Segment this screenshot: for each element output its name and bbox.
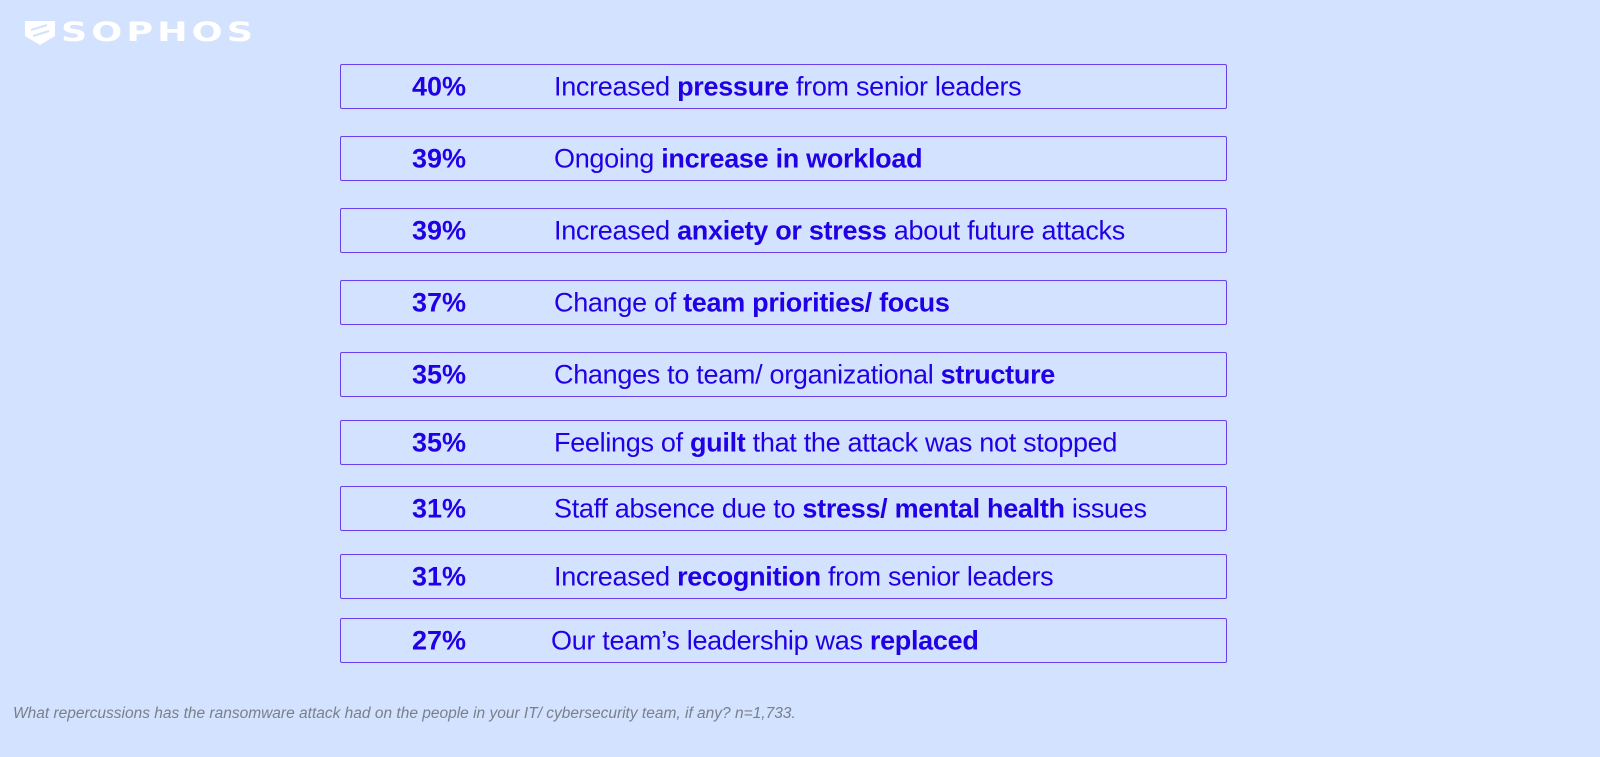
stat-label: Our team’s leadership was replaced <box>551 625 979 656</box>
stat-percent: 27% <box>411 625 467 655</box>
label-emphasis: stress/ mental health <box>802 493 1065 523</box>
stat-percent: 37% <box>411 287 467 317</box>
label-text: Feelings of <box>554 427 690 457</box>
label-text: Increased <box>554 215 678 245</box>
label-emphasis: recognition <box>677 561 821 591</box>
footnote: What repercussions has the ransomware at… <box>13 705 796 722</box>
label-emphasis: increase in workload <box>661 143 923 173</box>
stat-percent: 31% <box>411 561 467 591</box>
stat-percent: 39% <box>411 215 467 245</box>
stat-label: Changes to team/ organizational structur… <box>554 359 1055 390</box>
label-text: Increased <box>554 561 678 591</box>
label-emphasis: guilt <box>689 427 746 457</box>
stat-label: Increased anxiety or stress about future… <box>554 215 1125 246</box>
stat-percent: 35% <box>411 359 467 389</box>
label-text: about future attacks <box>886 215 1125 245</box>
stat-row: 27% Our team’s leadership was replaced <box>340 618 1227 663</box>
label-text: Staff absence due to <box>554 493 803 523</box>
stat-label: Increased pressure from senior leaders <box>554 71 1022 102</box>
stat-percent: 31% <box>411 493 467 523</box>
stat-label: Increased recognition from senior leader… <box>554 561 1054 592</box>
stat-row: 35% Changes to team/ organizational stru… <box>340 352 1227 397</box>
label-emphasis: team priorities/ focus <box>683 287 950 317</box>
stat-label: Ongoing increase in workload <box>554 143 923 174</box>
label-emphasis: structure <box>940 359 1056 389</box>
stat-label: Staff absence due to stress/ mental heal… <box>554 493 1147 524</box>
stat-row: 39% Ongoing increase in workload <box>340 136 1227 181</box>
label-text: Change of <box>554 287 684 317</box>
label-text: Changes to team/ organizational <box>554 359 941 389</box>
label-text: Our team’s leadership was <box>551 625 870 655</box>
label-emphasis: replaced <box>869 625 979 655</box>
label-text: from senior leaders <box>820 561 1054 591</box>
label-text: that the attack was not stopped <box>745 427 1118 457</box>
stat-percent: 35% <box>411 427 467 457</box>
shield-icon <box>25 20 55 45</box>
stat-row: 35% Feelings of guilt that the attack wa… <box>340 420 1227 465</box>
stat-row: 31% Staff absence due to stress/ mental … <box>340 486 1227 531</box>
label-text: from senior leaders <box>788 71 1022 101</box>
stat-row: 39% Increased anxiety or stress about fu… <box>340 208 1227 253</box>
stat-label: Change of team priorities/ focus <box>554 287 950 318</box>
label-text: issues <box>1064 493 1147 523</box>
label-text: Ongoing <box>554 143 662 173</box>
stat-row: 37% Change of team priorities/ focus <box>340 280 1227 325</box>
label-emphasis: pressure <box>677 71 789 101</box>
stat-row: 40% Increased pressure from senior leade… <box>340 64 1227 109</box>
stat-percent: 39% <box>411 143 467 173</box>
logo-text: SOPHOS <box>61 17 258 48</box>
stat-percent: 40% <box>411 71 467 101</box>
label-emphasis: anxiety or stress <box>677 215 887 245</box>
sophos-logo: SOPHOS <box>25 19 253 46</box>
stat-label: Feelings of guilt that the attack was no… <box>554 427 1117 458</box>
label-text: Increased <box>554 71 678 101</box>
stat-row: 31% Increased recognition from senior le… <box>340 554 1227 599</box>
